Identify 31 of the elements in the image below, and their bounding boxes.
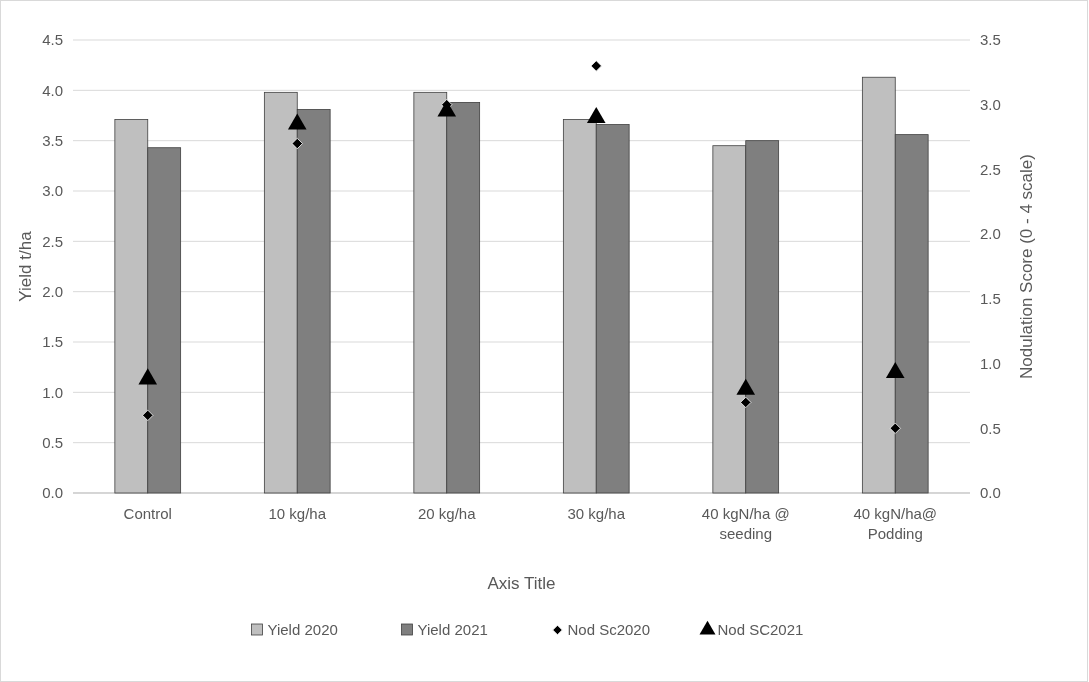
y2-tick-label: 2.5 (980, 160, 1001, 178)
x-tick-label: 20 kg/ha (417, 505, 477, 522)
y-tick-label: 4.5 (42, 31, 63, 49)
y-tick-label: 2.0 (42, 282, 63, 300)
y-tick-label: 2.5 (42, 232, 63, 250)
x-tick-label: 40 kgN/ha@ Podding (853, 505, 938, 542)
y2-tick-label: 1.0 (980, 354, 1001, 372)
legend-label: Nod SC2021 (717, 621, 804, 639)
x-tick-label: Control (123, 505, 172, 522)
y-tick-label: 4.0 (42, 81, 63, 99)
y2-tick-label: 3.5 (980, 31, 1001, 49)
legend-label: Yield 2020 (267, 621, 338, 639)
y-tick-label: 0.0 (42, 484, 63, 502)
y2-axis-title: Nodulation Score (0 - 4 scale) (1017, 154, 1036, 379)
y-tick-label: 1.5 (42, 333, 63, 351)
y-tick-label: 0.5 (42, 433, 63, 451)
y2-tick-label: 2.0 (980, 225, 1001, 243)
y-axis-title: Yield t/ha (16, 230, 35, 302)
y-tick-label: 3.5 (42, 131, 63, 149)
x-tick-label: 40 kgN/ha @ seeding (701, 505, 790, 542)
y2-tick-label: 3.0 (980, 95, 1001, 113)
x-tick-label: 10 kg/ha (268, 505, 327, 522)
legend-label: Nod Sc2020 (567, 621, 651, 639)
y-tick-label: 1.0 (42, 383, 63, 401)
y2-tick-label: 0.0 (980, 484, 1001, 502)
legend-label: Yield 2021 (417, 621, 488, 639)
y2-tick-label: 1.5 (980, 290, 1001, 308)
x-tick-label: 30 kg/ha (567, 505, 626, 522)
x-axis-title: Axis Title (487, 574, 556, 593)
y-tick-label: 3.0 (42, 182, 63, 200)
y2-tick-label: 0.5 (980, 419, 1001, 437)
